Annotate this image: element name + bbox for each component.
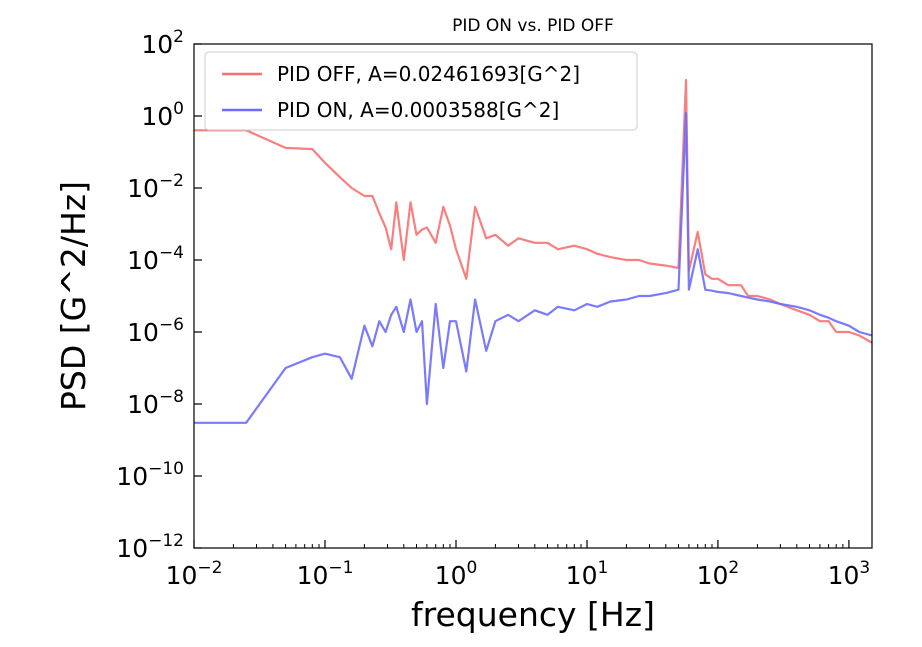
x-tick-label: 103 — [828, 558, 871, 590]
series-line-pid-on — [194, 111, 872, 424]
y-tick-label: 10−10 — [116, 459, 184, 491]
y-tick-label: 100 — [141, 99, 184, 131]
y-tick-label: 10−2 — [127, 171, 184, 203]
chart-title: PID ON vs. PID OFF — [452, 16, 614, 36]
x-tick-label: 101 — [566, 558, 609, 590]
legend: PID OFF, A=0.02461693[G^2] PID ON, A=0.0… — [204, 51, 638, 131]
x-tick-label: 10−2 — [166, 558, 223, 590]
y-tick-label: 10−6 — [127, 315, 184, 347]
x-axis-label: frequency [Hz] — [411, 595, 655, 634]
y-tick-label: 10−8 — [127, 387, 184, 419]
y-axis-label: PSD [G^2/Hz] — [54, 181, 93, 411]
series-line-pid-off — [194, 78, 872, 344]
legend-label-pid-on: PID ON, A=0.0003588[G^2] — [277, 98, 559, 122]
legend-box — [204, 51, 638, 131]
x-tick-label: 10−1 — [297, 558, 354, 590]
x-axis: 10−2 10−1 100 101 102 103 — [166, 540, 871, 590]
legend-label-pid-off: PID OFF, A=0.02461693[G^2] — [277, 62, 580, 86]
plot-frame — [193, 43, 873, 549]
y-tick-label: 102 — [141, 27, 184, 59]
x-tick-label: 102 — [697, 558, 740, 590]
y-axis: 10−12 10−10 10−8 10−6 10−4 10−2 100 102 — [116, 27, 202, 563]
x-tick-label: 100 — [435, 558, 478, 590]
series-layer — [194, 78, 872, 424]
y-tick-label: 10−4 — [127, 243, 184, 275]
y-tick-label: 10−12 — [116, 531, 184, 563]
